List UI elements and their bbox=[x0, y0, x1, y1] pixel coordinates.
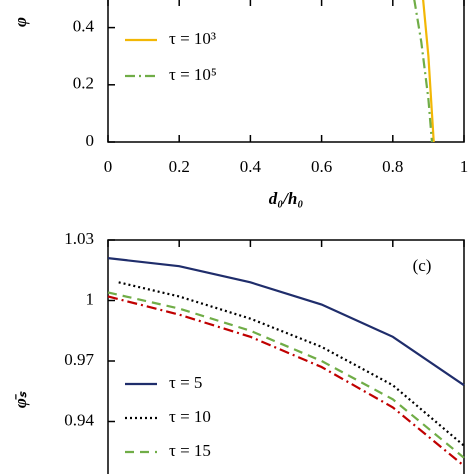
series-line bbox=[422, 0, 435, 143]
legend-label: τ = 10⁵ bbox=[169, 65, 217, 84]
x-tick-label: 1 bbox=[460, 157, 469, 176]
y-tick-label: 0.4 bbox=[73, 17, 95, 36]
x-tick-label: 0.4 bbox=[240, 157, 262, 176]
y-tick-label: 0.97 bbox=[64, 350, 94, 369]
legend-label: τ = 15 bbox=[169, 441, 211, 460]
series-line bbox=[413, 0, 434, 143]
y-tick-label: 1 bbox=[86, 289, 95, 308]
x-tick-label: 0.6 bbox=[311, 157, 332, 176]
legend-label: τ = 5 bbox=[169, 373, 202, 392]
plot-frame bbox=[107, 0, 465, 143]
series-line bbox=[107, 295, 465, 467]
x-tick-label: 0.8 bbox=[382, 157, 403, 176]
y-tick-label: 0.91 bbox=[64, 471, 94, 474]
series-line bbox=[107, 257, 465, 387]
x-axis-label: d₀/h₀ bbox=[269, 189, 304, 208]
legend-label: τ = 10³ bbox=[169, 29, 216, 48]
y-tick-label: 1.03 bbox=[64, 229, 94, 248]
plot-frame bbox=[107, 239, 465, 474]
series-line bbox=[118, 281, 465, 447]
y-axis-label: φ̄ₛ bbox=[11, 391, 30, 408]
x-tick-label: 0 bbox=[104, 157, 113, 176]
annotation: (c) bbox=[413, 256, 432, 275]
series-line bbox=[107, 291, 465, 459]
legend-label: τ = 10 bbox=[169, 407, 211, 426]
y-tick-label: 0.2 bbox=[73, 74, 94, 93]
y-tick-label: 0 bbox=[86, 131, 95, 150]
x-tick-label: 0.2 bbox=[169, 157, 190, 176]
y-tick-label: 0.94 bbox=[64, 410, 94, 429]
y-axis-label: φ bbox=[11, 17, 30, 27]
